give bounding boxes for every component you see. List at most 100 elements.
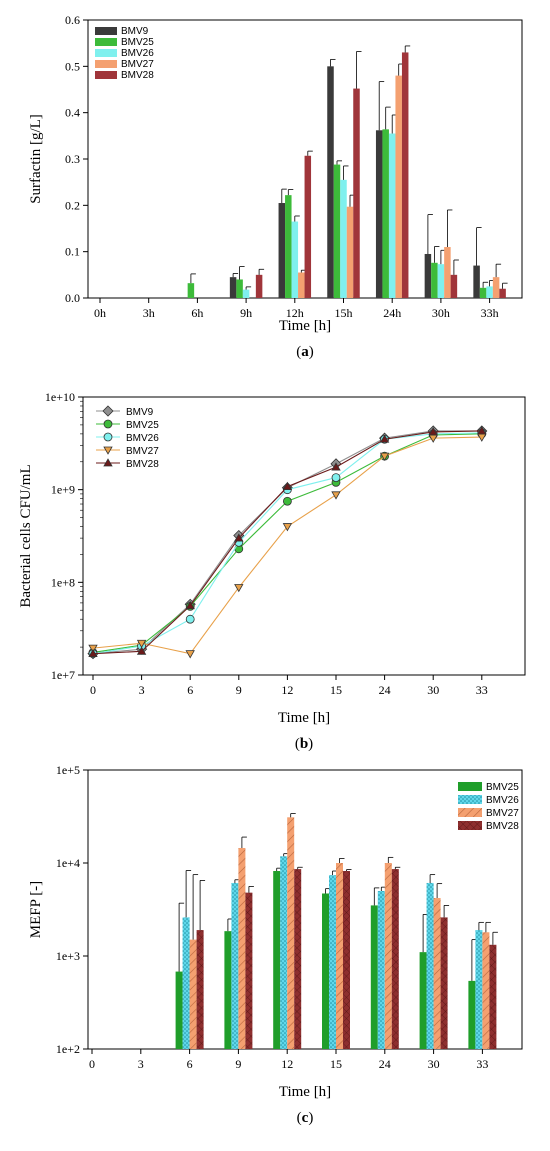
legend-swatch: [458, 821, 482, 830]
data-point: [234, 584, 244, 593]
x-tick-label: 12h: [286, 306, 304, 320]
x-tick-label: 3: [138, 1057, 144, 1071]
x-tick-label: 15: [330, 683, 342, 697]
legend-marker: [103, 432, 113, 442]
panel-label: (a): [296, 344, 314, 360]
panel-label: (c): [297, 1110, 314, 1126]
bar: [370, 905, 378, 1049]
bar: [242, 289, 250, 298]
data-point: [234, 533, 244, 542]
legend-label: BMV26: [121, 48, 154, 59]
bar: [433, 898, 441, 1049]
legend-swatch: [95, 49, 117, 57]
data-point: [282, 481, 293, 490]
data-point: [88, 644, 98, 653]
legend-marker: [103, 458, 113, 467]
y-tick-label: 0.1: [65, 245, 80, 259]
bar: [304, 155, 312, 298]
x-tick-label: 0: [90, 683, 96, 697]
y-tick-label: 1e+5: [56, 763, 80, 777]
bar: [401, 52, 409, 298]
chart-b: 1e+7 1e+8 1e+9 1e+10 0 3 6 9 12 15 24 30 33 BMV9 BMV25…: [18, 390, 526, 752]
x-tick-label: 12: [281, 683, 293, 697]
y-tick-label: 1e+2: [56, 1042, 80, 1056]
x-tick-label: 9: [235, 1057, 241, 1071]
data-point: [88, 648, 98, 658]
bar: [340, 179, 347, 298]
legend-label: BMV28: [126, 459, 159, 470]
y-tick-label: 1e+9: [51, 483, 75, 497]
chart-a: 0.0 0.1 0.2 0.3 0.4 0.5 0.6 0h 3h 6h 9h 12h 15h 24h 30…: [28, 13, 523, 360]
legend-swatch: [458, 795, 482, 804]
bar: [280, 856, 288, 1049]
y-tick-label: 0.2: [65, 198, 80, 212]
bar: [196, 930, 204, 1049]
data-point: [331, 491, 341, 500]
bar: [395, 75, 402, 298]
bar: [327, 66, 334, 298]
bar: [492, 277, 500, 298]
legend-label: BMV25: [121, 37, 154, 48]
bar: [426, 882, 434, 1049]
data-point: [136, 639, 147, 649]
data-point: [477, 426, 487, 435]
x-tick-label: 30h: [432, 306, 450, 320]
legend-label: BMV28: [486, 821, 519, 832]
x-tick-label: 15: [330, 1057, 342, 1071]
x-tick-label: 6: [187, 683, 193, 697]
bar: [231, 882, 239, 1049]
bar: [499, 288, 506, 298]
data-point: [379, 452, 390, 461]
data-point: [331, 473, 341, 482]
x-tick-label: 33: [476, 683, 488, 697]
bar: [444, 247, 451, 298]
x-axis-label: Time [h]: [278, 710, 330, 726]
legend-swatch: [95, 60, 117, 68]
bar: [182, 917, 190, 1049]
bar: [343, 871, 350, 1049]
y-tick-label: 0.6: [65, 13, 80, 27]
y-axis-label: MEFP [-]: [28, 881, 44, 938]
x-tick-label: 33: [476, 1057, 488, 1071]
x-tick-label: 0h: [94, 306, 106, 320]
data-point: [185, 614, 195, 624]
x-tick-label: 15h: [335, 306, 353, 320]
bar: [486, 286, 493, 298]
legend-label: BMV9: [126, 407, 154, 418]
bar: [353, 88, 360, 298]
x-tick-label: 3h: [143, 306, 155, 320]
bar: [236, 279, 243, 298]
legend-label: BMV27: [486, 808, 519, 819]
x-tick-label: 24h: [383, 306, 401, 320]
y-tick-label: 0.3: [65, 152, 80, 166]
y-tick-label: 1e+7: [51, 668, 75, 682]
bar: [424, 253, 432, 298]
bar: [298, 272, 305, 298]
data-point: [185, 600, 195, 610]
x-tick-label: 6h: [191, 306, 203, 320]
x-tick-label: 9h: [240, 306, 252, 320]
bar: [375, 130, 383, 298]
data-point: [428, 427, 438, 436]
y-tick-label: 1e+3: [56, 949, 80, 963]
plot-frame: [82, 396, 526, 676]
data-point: [282, 496, 292, 506]
y-axis-label: Bacterial cells CFU/mL: [18, 464, 34, 607]
y-tick-label: 0.5: [65, 59, 80, 73]
y-tick-label: 0.4: [65, 106, 80, 120]
y-tick-label: 0.0: [65, 291, 80, 305]
bar: [245, 892, 253, 1049]
bar: [377, 890, 385, 1049]
x-tick-label: 9: [236, 683, 242, 697]
bar: [482, 932, 490, 1049]
x-tick-label: 30: [428, 1057, 440, 1071]
y-tick-label: 1e+4: [56, 856, 80, 870]
legend-label: BMV26: [126, 433, 159, 444]
bar: [479, 287, 487, 298]
x-tick-label: 24: [379, 1057, 391, 1071]
bar: [287, 817, 295, 1049]
legend-label: BMV25: [486, 782, 519, 793]
data-point: [331, 462, 341, 471]
y-axis-label: Surfactin [g/L]: [28, 114, 44, 204]
legend-swatch: [95, 38, 117, 46]
